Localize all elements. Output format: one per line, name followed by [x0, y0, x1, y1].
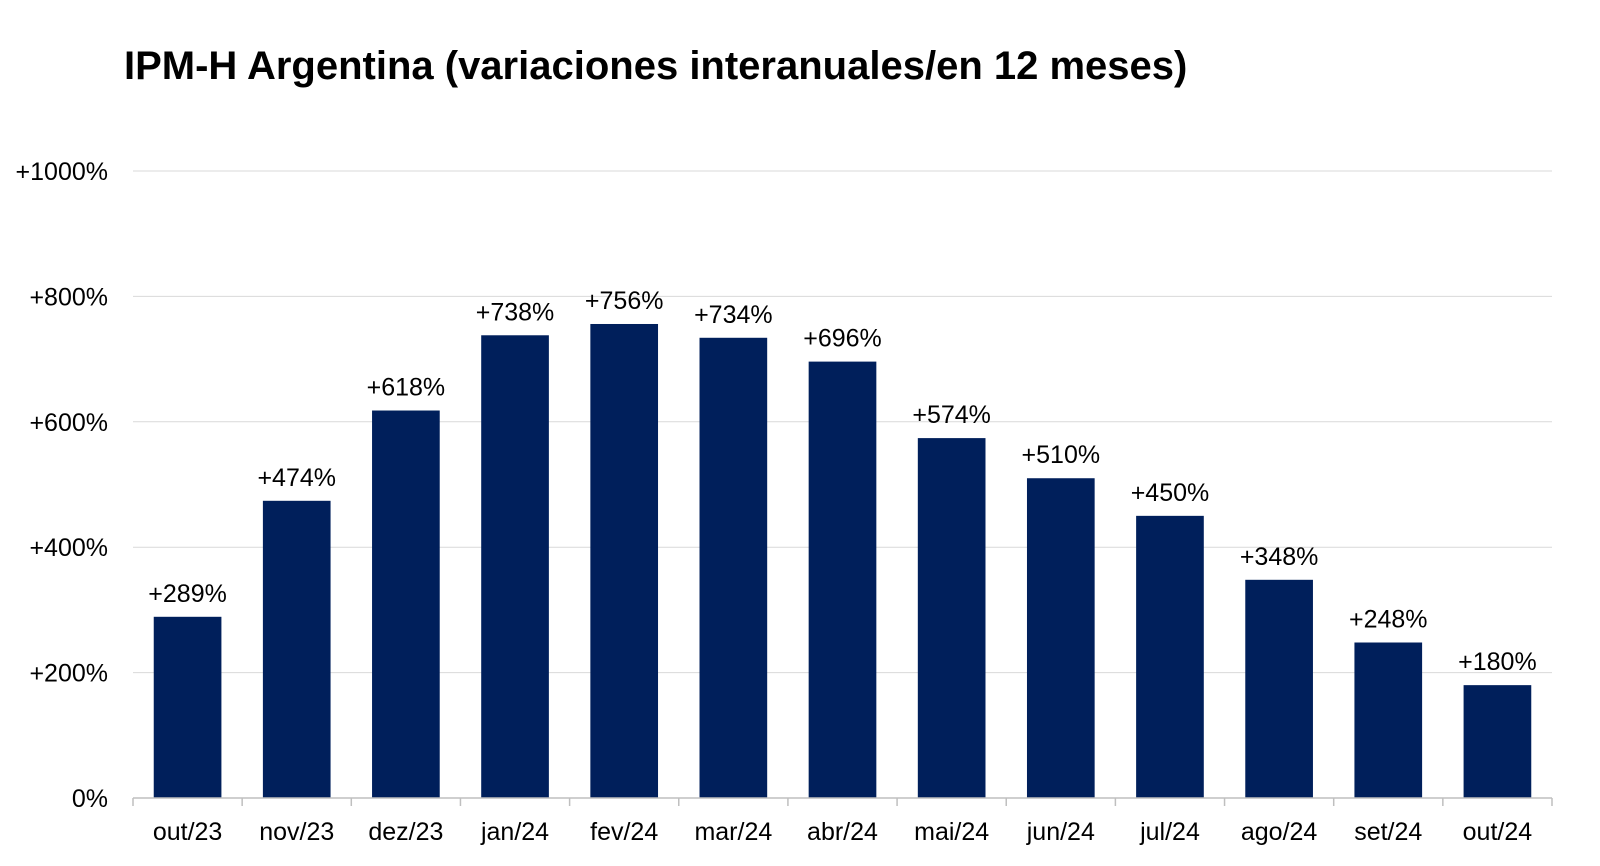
bar [1354, 642, 1423, 798]
bar [372, 410, 440, 798]
chart-title: IPM-H Argentina (variaciones interanuale… [124, 44, 1188, 88]
x-axis-tick-labels: out/23 nov/23 dez/23 jan/24 fev/24 mar/24 abr/… [153, 818, 1532, 846]
bar [1245, 579, 1313, 798]
x-tick-label: ago/24 [1241, 818, 1318, 846]
bar [1463, 685, 1532, 798]
bar [153, 616, 222, 798]
x-tick-label: out/23 [153, 818, 223, 846]
data-label: +348% [1240, 543, 1319, 571]
data-label: +248% [1349, 606, 1428, 634]
bar [808, 361, 877, 798]
x-tick-label: fev/24 [590, 818, 658, 846]
x-axis [132, 797, 1553, 806]
data-label: +756% [585, 287, 664, 315]
data-label: +450% [1131, 479, 1210, 507]
x-tick-label: jul/24 [1139, 818, 1200, 846]
data-label: +734% [694, 301, 773, 329]
y-tick-label: +400% [29, 534, 108, 562]
bars [153, 323, 1532, 798]
x-tick-label: set/24 [1354, 818, 1422, 846]
x-tick-label: jan/24 [480, 818, 549, 846]
y-tick-label: +600% [29, 409, 108, 437]
data-label: +696% [803, 325, 882, 353]
bar [1136, 515, 1204, 798]
x-tick-label: mar/24 [694, 818, 772, 846]
bar [917, 438, 986, 798]
x-tick-label: abr/24 [807, 818, 878, 846]
x-tick-label: nov/23 [259, 818, 334, 846]
data-label: +618% [367, 374, 446, 402]
y-tick-label: 0% [72, 785, 108, 813]
bar [1026, 478, 1095, 798]
data-label: +574% [912, 401, 991, 429]
x-tick-label: out/24 [1463, 818, 1533, 846]
data-label: +180% [1458, 648, 1537, 676]
x-tick-label: mai/24 [914, 818, 989, 846]
data-label: +289% [148, 580, 227, 608]
bar [590, 323, 659, 798]
bar [481, 335, 549, 798]
x-tick-label: dez/23 [368, 818, 443, 846]
data-labels: +289% +474% +618% +738% +756% +734% +696% +574%… [148, 287, 1536, 676]
data-label: +738% [476, 298, 555, 326]
bar [699, 337, 768, 798]
x-tick-label: jun/24 [1026, 818, 1095, 846]
y-axis-tick-labels: 0% +200% +400% +600% +800% +1000% [16, 158, 108, 813]
y-tick-label: +800% [29, 283, 108, 311]
data-label: +474% [257, 464, 336, 492]
y-tick-label: +200% [29, 660, 108, 688]
y-tick-label: +1000% [16, 158, 108, 186]
bar [262, 500, 331, 798]
data-label: +510% [1022, 441, 1101, 469]
